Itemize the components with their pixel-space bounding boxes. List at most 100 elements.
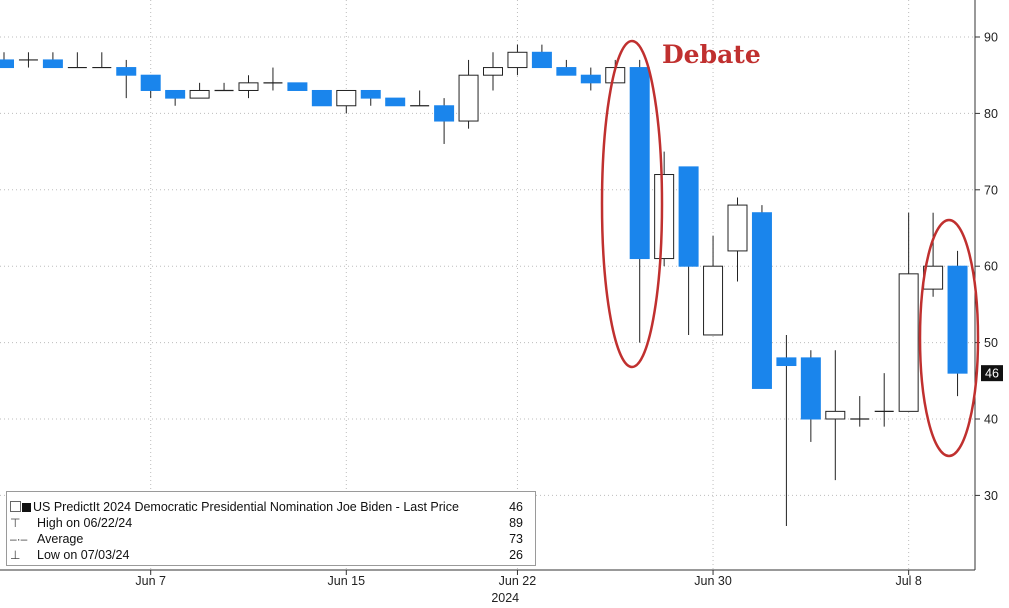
candle [336,89,357,114]
candle [678,166,699,335]
legend-low-value: 26 [509,548,523,562]
candle [751,205,772,389]
candle [507,44,528,76]
candle [556,59,577,76]
candle-body [654,174,675,260]
candle-body [434,105,455,122]
candle-body [385,97,406,107]
candle [360,89,381,106]
y-tick-label-30: 30 [984,489,998,503]
candle-body [556,67,577,76]
candle [458,59,479,129]
candle-body [507,51,528,69]
legend-row-high: ⊤ High on 06/22/24 89 [7,515,527,531]
candle [410,90,430,107]
latest-ellipse [918,218,980,458]
y-tick-label-80: 80 [984,107,998,121]
average-marker-icon: –·– [10,532,28,546]
candle [189,82,210,99]
candle [531,44,552,69]
candle-body [751,212,772,389]
low-marker-icon: ⊥ [10,548,21,562]
candle-body [727,204,748,252]
candle [287,82,308,91]
legend-high-label: High on 06/22/24 [37,516,133,530]
candle [483,52,503,91]
y-tick-label-50: 50 [984,336,998,350]
x-tick-label: Jun 7 [135,574,166,588]
y-tick-label-90: 90 [984,31,998,45]
legend: US PredictIt 2024 Democratic Presidentia… [6,491,536,566]
candle [434,98,455,144]
candle-body [189,89,210,99]
candle [18,52,38,68]
x-tick-label: Jun 15 [328,574,366,588]
legend-average-value: 73 [509,532,523,546]
y-tick-label-40: 40 [984,413,998,427]
candle [214,82,234,92]
candles [0,44,968,526]
candle [238,75,259,99]
candle [263,67,283,91]
x-tick-label: Jun 30 [694,574,732,588]
candle [800,350,821,442]
y-tick-label-60: 60 [984,260,998,274]
candle-body [458,74,479,122]
legend-main-label: US PredictIt 2024 Democratic Presidentia… [33,500,459,514]
legend-row-average: –·– Average 73 [7,531,527,547]
legend-low-label: Low on 07/03/24 [37,548,130,562]
candle-body [678,166,699,267]
candle [311,89,332,107]
candle [703,235,724,336]
candle [776,334,797,526]
candle [654,151,675,267]
candle-body [360,89,381,99]
candle-body [140,74,161,91]
collapse-box-icon[interactable] [10,501,21,512]
legend-high-value: 89 [509,516,523,530]
candle-body [42,59,63,69]
candle [92,52,112,69]
candle [629,59,650,343]
candle-body [0,59,14,69]
x-year-label: 2024 [491,591,519,605]
candle-body [947,265,968,374]
last-price-label: 46 [985,367,999,381]
candle [42,52,63,69]
candle [385,97,406,107]
x-axis: Jun 7 Jun 15 Jun 22 Jun 30 Jul 8 2024 [0,569,975,605]
candle-body [116,67,137,76]
candle-body [238,82,259,91]
candle [116,59,137,99]
legend-main-value: 46 [509,500,523,514]
candle-body [776,357,797,367]
candle-body [336,89,357,107]
debate-label: Debate [662,40,761,69]
candle [0,52,14,69]
x-tick-label: Jun 22 [499,574,537,588]
x-tick-label: Jul 8 [895,574,921,588]
candle-body [629,67,650,260]
candle [140,74,161,99]
candle-body [165,89,186,99]
candle-body [311,89,332,107]
debate-ellipse [600,39,664,369]
legend-row-low: ⊥ Low on 07/03/24 26 [7,547,527,563]
candle [165,89,186,106]
candle [923,212,944,297]
candle-body [825,410,846,420]
candle-body [287,82,308,91]
legend-average-label: Average [37,532,84,546]
y-tick-label-70: 70 [984,183,998,197]
candle-body [531,51,552,69]
candle [874,373,894,427]
candle-body [580,74,601,84]
candle-body [898,273,919,412]
annotations: Debate [600,39,980,458]
candle-body [483,67,503,76]
candle [727,197,748,282]
candle [580,67,601,91]
legend-row-main: US PredictIt 2024 Democratic Presidentia… [7,499,527,515]
series-swatch-icon [22,503,31,512]
